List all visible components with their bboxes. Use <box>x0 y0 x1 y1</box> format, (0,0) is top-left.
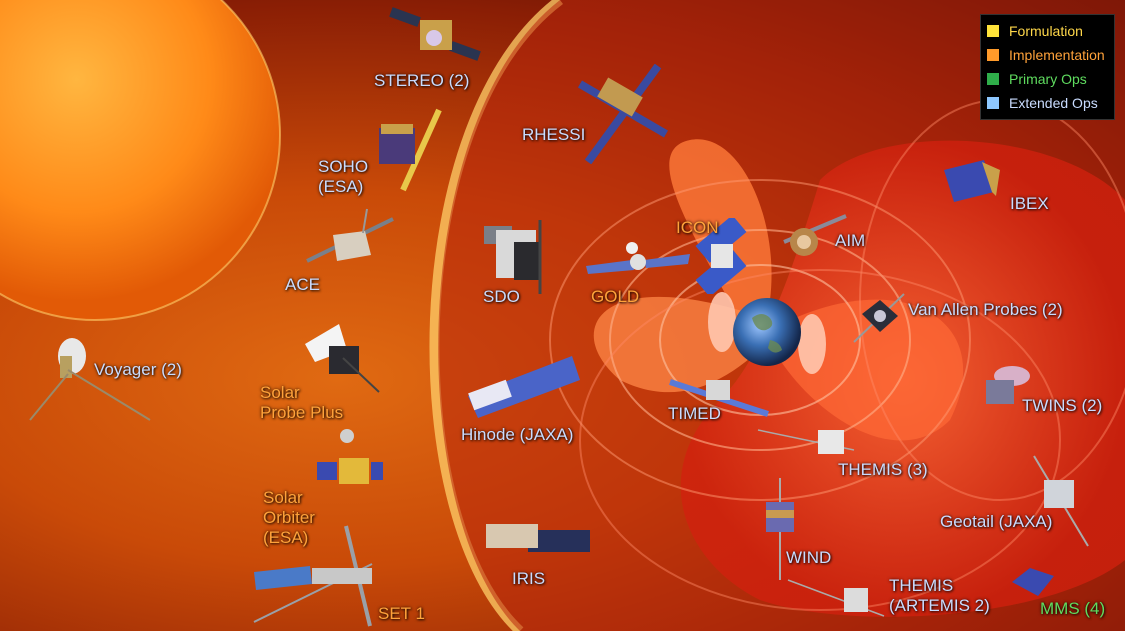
legend-item-primary-ops: Primary Ops <box>987 67 1108 91</box>
label-artemis-line1: THEMIS <box>889 576 954 595</box>
geotail-spacecraft-icon <box>1033 455 1089 547</box>
earth <box>733 298 801 366</box>
sdo-spacecraft-icon <box>484 220 542 294</box>
wind-spacecraft-icon <box>766 478 794 580</box>
label-solar-orbiter-line2: Orbiter <box>263 508 315 527</box>
legend: Formulation Implementation Primary Ops E… <box>980 14 1115 120</box>
label-geotail: Geotail (JAXA) <box>940 512 1053 531</box>
label-twins: TWINS (2) <box>1022 396 1103 415</box>
ace-spacecraft-icon <box>306 208 394 263</box>
legend-label: Primary Ops <box>1009 71 1087 87</box>
gold-spacecraft-icon <box>586 242 690 274</box>
rhessi-spacecraft-icon <box>578 64 668 164</box>
label-aim: AIM <box>835 231 866 250</box>
label-themis: THEMIS (3) <box>838 460 928 479</box>
legend-swatch <box>987 25 999 37</box>
hinode-spacecraft-icon <box>468 356 580 418</box>
legend-label: Formulation <box>1009 23 1083 39</box>
iris-spacecraft-icon <box>486 524 590 552</box>
label-mms: MMS (4) <box>1040 599 1106 618</box>
soho-spacecraft-icon <box>379 108 442 192</box>
label-iris: IRIS <box>512 569 546 588</box>
label-ibex: IBEX <box>1010 194 1049 213</box>
van-allen-probes-icon <box>853 293 905 343</box>
solar-orbiter-icon <box>317 429 383 484</box>
label-icon: ICON <box>676 218 719 237</box>
label-timed: TIMED <box>668 404 721 423</box>
label-soho-line1: SOHO <box>318 157 369 176</box>
timed-spacecraft-icon <box>669 379 769 417</box>
label-ace: ACE <box>285 275 320 294</box>
solar-probe-plus-icon <box>305 324 380 393</box>
label-gold: GOLD <box>591 287 640 306</box>
label-voyager: Voyager (2) <box>94 360 182 379</box>
label-rhessi: RHESSI <box>522 125 586 144</box>
label-set1: SET 1 <box>378 604 425 623</box>
twins-spacecraft-icon <box>986 366 1030 404</box>
mms-spacecraft-icon <box>1012 568 1054 596</box>
legend-item-formulation: Formulation <box>987 19 1108 43</box>
artemis-spacecraft-icon <box>787 579 885 617</box>
legend-item-extended-ops: Extended Ops <box>987 91 1108 115</box>
sun <box>0 0 280 320</box>
legend-label: Extended Ops <box>1009 95 1098 111</box>
themis-spacecraft-icon <box>757 429 855 454</box>
label-solar-orbiter-line1: Solar <box>263 488 303 507</box>
label-solar-orbiter-line3: (ESA) <box>263 528 309 547</box>
legend-swatch <box>987 97 999 109</box>
legend-item-implementation: Implementation <box>987 43 1108 67</box>
label-wind: WIND <box>786 548 832 567</box>
ibex-spacecraft-icon <box>944 160 1000 202</box>
set1-spacecraft-icon <box>253 525 373 627</box>
label-artemis-line2: (ARTEMIS 2) <box>889 596 990 615</box>
label-solar-probe-plus-line1: Solar <box>260 383 300 402</box>
voyager-spacecraft-icon <box>29 338 151 421</box>
icon-spacecraft-icon <box>695 218 747 294</box>
aim-spacecraft-icon <box>783 214 847 256</box>
label-sdo: SDO <box>483 287 520 306</box>
legend-swatch <box>987 73 999 85</box>
label-soho-line2: (ESA) <box>318 177 364 196</box>
atmosphere-arc <box>429 0 564 631</box>
legend-label: Implementation <box>1009 47 1105 63</box>
legend-swatch <box>987 49 999 61</box>
label-stereo: STEREO (2) <box>374 71 470 90</box>
label-van-allen-probes: Van Allen Probes (2) <box>908 300 1063 319</box>
stereo-spacecraft-icon <box>389 7 481 61</box>
label-solar-probe-plus-line2: Probe Plus <box>260 403 344 422</box>
label-hinode: Hinode (JAXA) <box>461 425 574 444</box>
